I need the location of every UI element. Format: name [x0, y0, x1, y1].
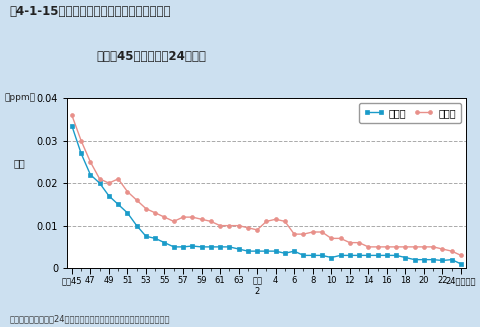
一般局 [245, 249, 251, 253]
自排局 [134, 198, 140, 202]
自排局 [245, 226, 251, 230]
自排局 [347, 241, 353, 245]
自排局 [403, 245, 408, 249]
Line: 自排局: 自排局 [70, 113, 463, 257]
一般局 [347, 253, 353, 257]
一般局 [356, 253, 362, 257]
Text: （昭和45年度～平成24年度）: （昭和45年度～平成24年度） [96, 50, 206, 63]
一般局 [291, 249, 297, 253]
一般局 [199, 245, 204, 249]
自排局 [412, 245, 418, 249]
一般局 [393, 253, 399, 257]
一般局 [328, 256, 334, 260]
自排局 [115, 177, 121, 181]
自排局 [384, 245, 390, 249]
一般局 [254, 249, 260, 253]
一般局 [319, 253, 325, 257]
一般局 [384, 253, 390, 257]
一般局 [97, 181, 103, 185]
一般局 [273, 249, 278, 253]
自排局 [254, 228, 260, 232]
自排局 [217, 224, 223, 228]
自排局 [421, 245, 427, 249]
一般局 [449, 258, 455, 262]
一般局 [217, 245, 223, 249]
一般局 [375, 253, 381, 257]
自排局 [152, 211, 158, 215]
一般局 [162, 241, 168, 245]
自排局 [180, 215, 186, 219]
自排局 [393, 245, 399, 249]
一般局 [152, 236, 158, 240]
一般局 [227, 245, 232, 249]
一般局 [171, 245, 177, 249]
自排局 [124, 190, 130, 194]
自排局 [282, 219, 288, 223]
自排局 [171, 219, 177, 223]
一般局 [236, 247, 241, 251]
一般局 [282, 251, 288, 255]
自排局 [319, 230, 325, 234]
自排局 [236, 224, 241, 228]
自排局 [69, 113, 75, 117]
一般局 [337, 253, 343, 257]
一般局 [69, 124, 75, 128]
一般局 [180, 245, 186, 249]
Text: 濃度: 濃度 [13, 159, 25, 168]
一般局 [78, 151, 84, 155]
一般局 [87, 173, 93, 177]
一般局 [208, 245, 214, 249]
一般局 [143, 234, 149, 238]
一般局 [115, 202, 121, 206]
自排局 [199, 217, 204, 221]
自排局 [87, 160, 93, 164]
自排局 [208, 219, 214, 223]
Text: （ppm）: （ppm） [5, 93, 36, 102]
自排局 [300, 232, 306, 236]
Text: 資料：環境省「平成24年度大気汚染状況について（報道発表資料）」: 資料：環境省「平成24年度大気汚染状況について（報道発表資料）」 [10, 315, 170, 324]
自排局 [440, 247, 445, 251]
自排局 [227, 224, 232, 228]
一般局 [458, 262, 464, 266]
自排局 [97, 177, 103, 181]
自排局 [264, 219, 269, 223]
Text: 围4-1-15　二酸化硫黄濃度の年平均値の推移: 围4-1-15 二酸化硫黄濃度の年平均値の推移 [10, 5, 171, 18]
一般局 [106, 194, 112, 198]
一般局 [264, 249, 269, 253]
自排局 [162, 215, 168, 219]
一般局 [134, 224, 140, 228]
一般局 [421, 258, 427, 262]
自排局 [337, 236, 343, 240]
一般局 [440, 259, 445, 263]
Line: 一般局: 一般局 [70, 124, 463, 266]
自排局 [78, 139, 84, 143]
自排局 [106, 181, 112, 185]
一般局 [190, 244, 195, 248]
自排局 [328, 236, 334, 240]
自排局 [356, 241, 362, 245]
自排局 [190, 215, 195, 219]
自排局 [430, 245, 436, 249]
一般局 [403, 256, 408, 260]
一般局 [365, 253, 371, 257]
一般局 [124, 211, 130, 215]
一般局 [300, 253, 306, 257]
自排局 [375, 245, 381, 249]
一般局 [310, 253, 316, 257]
自排局 [458, 253, 464, 257]
自排局 [365, 245, 371, 249]
一般局 [412, 258, 418, 262]
一般局 [430, 258, 436, 262]
自排局 [273, 217, 278, 221]
Legend: 一般局, 自排局: 一般局, 自排局 [360, 103, 461, 123]
自排局 [310, 230, 316, 234]
自排局 [291, 232, 297, 236]
自排局 [449, 249, 455, 253]
自排局 [143, 207, 149, 211]
